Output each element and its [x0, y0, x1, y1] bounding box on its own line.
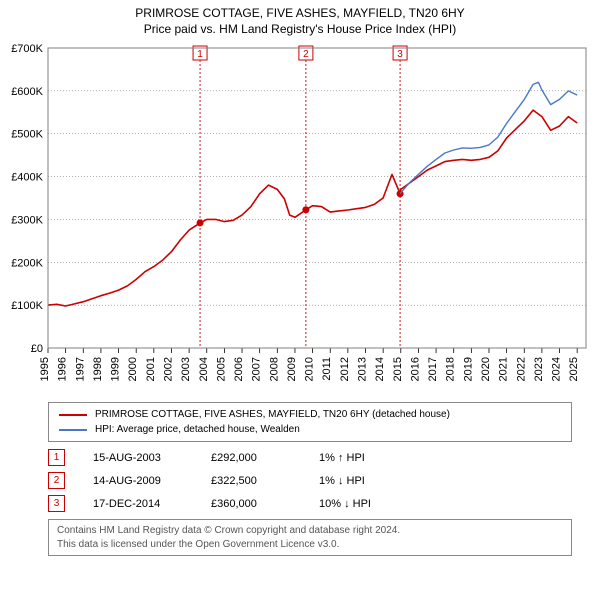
svg-text:1996: 1996 — [57, 357, 69, 381]
marker-date: 15-AUG-2003 — [93, 452, 183, 464]
svg-text:£200K: £200K — [11, 257, 43, 269]
legend-label: HPI: Average price, detached house, Weal… — [95, 422, 300, 437]
marker-row: 3 17-DEC-2014 £360,000 10% ↓ HPI — [48, 492, 572, 515]
price-chart: £0 £100K £200K £300K £400K £500K £600K £700K 199… — [0, 40, 600, 400]
svg-text:£700K: £700K — [11, 43, 43, 55]
svg-text:2012: 2012 — [339, 357, 351, 381]
legend-swatch — [59, 429, 87, 431]
svg-text:£400K: £400K — [11, 172, 43, 184]
marker-number: 1 — [48, 449, 65, 466]
svg-text:2017: 2017 — [427, 357, 439, 381]
svg-text:2013: 2013 — [357, 357, 369, 381]
marker-price: £322,500 — [211, 475, 291, 487]
svg-text:2: 2 — [303, 49, 309, 60]
legend-row: HPI: Average price, detached house, Weal… — [59, 422, 561, 437]
marker-date: 17-DEC-2014 — [93, 498, 183, 510]
svg-text:2011: 2011 — [321, 357, 333, 381]
marker-delta: 1% ↑ HPI — [319, 452, 365, 464]
svg-text:2025: 2025 — [568, 357, 580, 381]
svg-text:1997: 1997 — [74, 357, 86, 381]
marker-delta: 10% ↓ HPI — [319, 498, 371, 510]
svg-text:2006: 2006 — [233, 357, 245, 381]
svg-text:£500K: £500K — [11, 129, 43, 141]
svg-text:£600K: £600K — [11, 86, 43, 98]
page-title: PRIMROSE COTTAGE, FIVE ASHES, MAYFIELD, … — [0, 0, 600, 20]
svg-text:1998: 1998 — [92, 357, 104, 381]
marker-delta: 1% ↓ HPI — [319, 475, 365, 487]
marker-row: 1 15-AUG-2003 £292,000 1% ↑ HPI — [48, 446, 572, 469]
page-subtitle: Price paid vs. HM Land Registry's House … — [0, 20, 600, 40]
svg-text:2004: 2004 — [198, 357, 210, 381]
attribution: Contains HM Land Registry data © Crown c… — [48, 519, 572, 556]
svg-text:1999: 1999 — [110, 357, 122, 381]
legend-swatch — [59, 414, 87, 416]
svg-text:2009: 2009 — [286, 357, 298, 381]
marker-date: 14-AUG-2009 — [93, 475, 183, 487]
svg-text:£100K: £100K — [11, 300, 43, 312]
svg-text:2023: 2023 — [533, 357, 545, 381]
svg-text:2022: 2022 — [515, 357, 527, 381]
sale-marker-table: 1 15-AUG-2003 £292,000 1% ↑ HPI 2 14-AUG-2009… — [48, 446, 572, 515]
svg-text:2008: 2008 — [268, 357, 280, 381]
svg-text:2007: 2007 — [251, 357, 263, 381]
marker-row: 2 14-AUG-2009 £322,500 1% ↓ HPI — [48, 469, 572, 492]
marker-price: £292,000 — [211, 452, 291, 464]
marker-number: 3 — [48, 495, 65, 512]
legend: PRIMROSE COTTAGE, FIVE ASHES, MAYFIELD, … — [48, 402, 572, 442]
svg-text:2024: 2024 — [551, 357, 563, 381]
svg-text:£300K: £300K — [11, 214, 43, 226]
svg-text:2020: 2020 — [480, 357, 492, 381]
svg-text:2010: 2010 — [304, 357, 316, 381]
svg-text:2002: 2002 — [162, 357, 174, 381]
svg-text:1995: 1995 — [39, 357, 51, 381]
svg-text:2015: 2015 — [392, 357, 404, 381]
svg-text:2018: 2018 — [445, 357, 457, 381]
svg-text:2016: 2016 — [409, 357, 421, 381]
legend-row: PRIMROSE COTTAGE, FIVE ASHES, MAYFIELD, … — [59, 407, 561, 422]
attribution-line-2: This data is licensed under the Open Gov… — [57, 538, 563, 552]
marker-price: £360,000 — [211, 498, 291, 510]
svg-text:2021: 2021 — [498, 357, 510, 381]
svg-text:2000: 2000 — [127, 357, 139, 381]
legend-label: PRIMROSE COTTAGE, FIVE ASHES, MAYFIELD, … — [95, 407, 450, 422]
attribution-line-1: Contains HM Land Registry data © Crown c… — [57, 524, 563, 538]
svg-text:2001: 2001 — [145, 357, 157, 381]
svg-text:2005: 2005 — [215, 357, 227, 381]
svg-text:3: 3 — [397, 49, 403, 60]
svg-text:1: 1 — [197, 49, 203, 60]
svg-text:2014: 2014 — [374, 357, 386, 381]
svg-text:£0: £0 — [31, 343, 43, 355]
marker-number: 2 — [48, 472, 65, 489]
svg-text:2003: 2003 — [180, 357, 192, 381]
svg-text:2019: 2019 — [462, 357, 474, 381]
